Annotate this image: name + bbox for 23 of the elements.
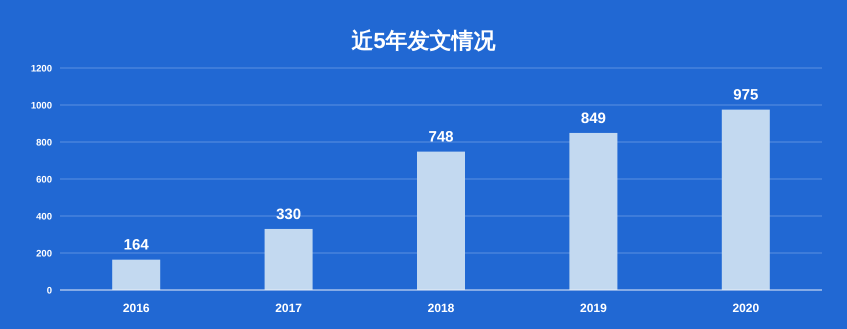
bar bbox=[722, 110, 770, 290]
y-tick-label: 0 bbox=[46, 286, 52, 296]
bar bbox=[417, 152, 465, 290]
x-tick-label: 2016 bbox=[122, 301, 150, 315]
y-tick-label: 600 bbox=[36, 174, 52, 186]
data-label: 748 bbox=[428, 128, 454, 146]
data-label: 975 bbox=[733, 86, 758, 104]
y-tick-label: 1000 bbox=[30, 100, 52, 112]
data-label: 849 bbox=[580, 110, 606, 127]
data-label: 330 bbox=[276, 206, 302, 223]
x-tick-label: 2019 bbox=[580, 301, 608, 315]
y-tick-label: 1200 bbox=[30, 64, 52, 74]
y-tick-label: 800 bbox=[36, 138, 52, 148]
y-tick-label: 400 bbox=[36, 212, 52, 222]
bar bbox=[112, 260, 160, 290]
x-tick-label: 2018 bbox=[428, 301, 455, 315]
y-tick-label: 200 bbox=[36, 248, 52, 260]
bar bbox=[569, 132, 618, 290]
chart-title: 近5年发文情况 bbox=[350, 28, 497, 53]
x-tick-label: 2020 bbox=[732, 301, 760, 315]
data-label: 164 bbox=[124, 236, 150, 254]
bar bbox=[264, 228, 313, 290]
x-tick-label: 2017 bbox=[275, 301, 302, 315]
